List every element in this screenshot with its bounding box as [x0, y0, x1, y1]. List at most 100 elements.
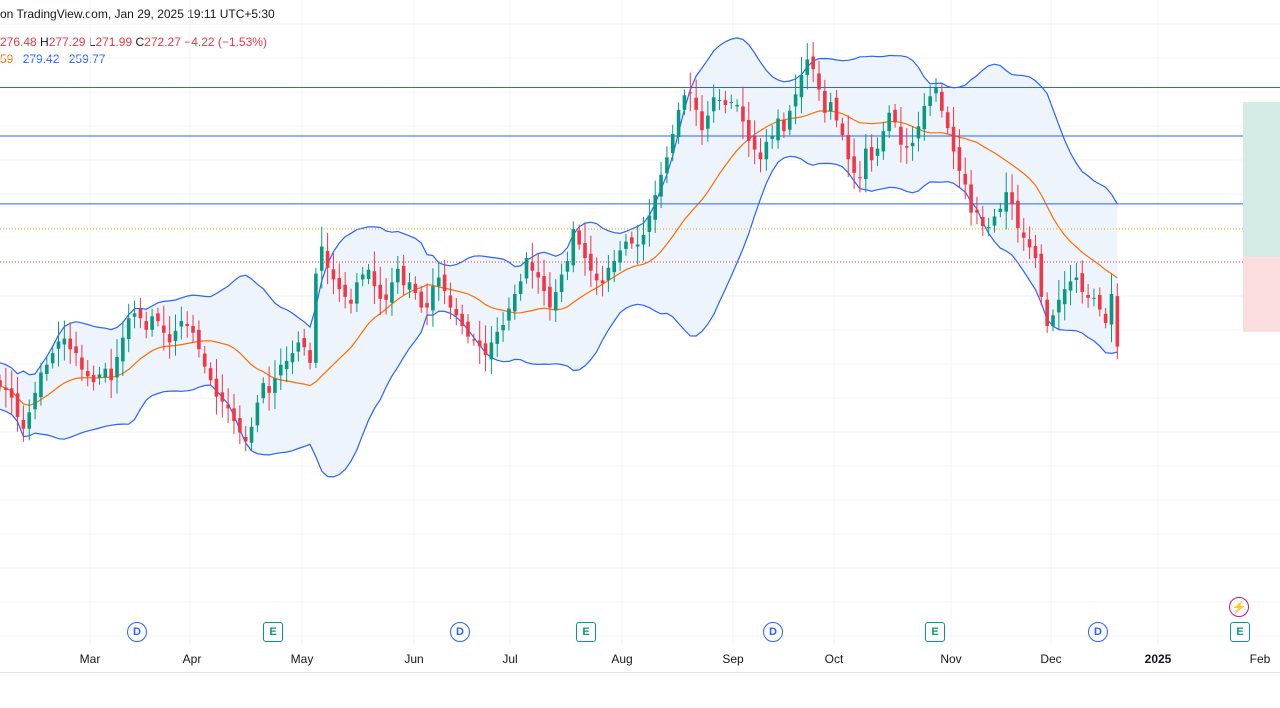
- candle-body: [132, 313, 137, 317]
- ohlc-legend: 276.48 H277.29 L271.99 C272.27 −4.22 (−1…: [0, 35, 267, 49]
- candle-body: [273, 378, 277, 393]
- dividend-badge[interactable]: D: [450, 622, 470, 642]
- flash-icon[interactable]: ⚡: [1229, 597, 1249, 617]
- candle-body: [963, 173, 968, 185]
- candle-body: [27, 412, 32, 429]
- ohlc-low: 271.99: [95, 35, 133, 49]
- candle-body: [1109, 293, 1114, 325]
- candle-body: [1045, 299, 1049, 326]
- stop-zone: [1243, 257, 1280, 332]
- candle-body: [436, 277, 441, 287]
- candle-body: [553, 292, 558, 311]
- candle-body: [360, 274, 365, 280]
- candle-body: [776, 118, 780, 141]
- candle-body: [524, 258, 529, 279]
- bollinger-band-fill: [0, 37, 1118, 477]
- candle-body: [366, 269, 371, 279]
- candle-body: [378, 284, 383, 299]
- candle-body: [852, 156, 856, 173]
- candle-body: [986, 227, 991, 229]
- candle-body: [413, 283, 418, 294]
- candle-body: [764, 141, 769, 160]
- candle-body: [331, 269, 336, 280]
- candle-body: [975, 209, 979, 213]
- earnings-badge[interactable]: E: [1230, 622, 1250, 642]
- candle-body: [928, 96, 932, 106]
- x-tick-label: Jul: [502, 652, 518, 666]
- candle-body: [647, 215, 652, 232]
- candle-body: [594, 273, 599, 281]
- candle-body: [893, 109, 897, 123]
- candle-body: [834, 97, 839, 121]
- x-tick-label: Nov: [940, 652, 962, 666]
- candle-body: [741, 106, 745, 122]
- candle-body: [419, 291, 423, 308]
- candle-body: [85, 371, 90, 377]
- candle-body: [846, 135, 851, 160]
- candle-body: [308, 350, 312, 363]
- candle-body: [1074, 277, 1079, 280]
- bb-basis-value: 59: [0, 52, 14, 66]
- candle-body: [466, 321, 470, 337]
- candle-body: [425, 303, 429, 308]
- candle-body: [706, 115, 710, 129]
- candle-body: [1016, 200, 1020, 229]
- candle-body: [665, 157, 669, 174]
- candle-body: [0, 380, 2, 387]
- candle-body: [226, 404, 230, 409]
- candle-body: [454, 309, 459, 316]
- candle-body: [238, 418, 242, 433]
- candle-body: [922, 105, 927, 130]
- candle-body: [828, 102, 833, 112]
- bb-lower-value: 259.77: [68, 52, 106, 66]
- candle-body: [577, 230, 581, 245]
- earnings-badge[interactable]: E: [576, 622, 596, 642]
- candle-body: [513, 293, 517, 312]
- candle-body: [1086, 294, 1090, 298]
- candle-body: [1051, 315, 1055, 326]
- candle-body: [723, 100, 728, 105]
- ohlc-high-label: H: [40, 35, 49, 49]
- candle-body: [39, 372, 43, 398]
- candle-body: [700, 111, 704, 131]
- candle-body: [1115, 296, 1120, 347]
- earnings-badge[interactable]: E: [925, 622, 945, 642]
- candle-body: [717, 100, 722, 102]
- earnings-badge[interactable]: E: [263, 622, 283, 642]
- candle-body: [45, 364, 49, 374]
- candle-body: [600, 280, 605, 284]
- candle-body: [9, 388, 14, 398]
- bollinger-basis-line: [0, 110, 1118, 406]
- candle-body: [992, 216, 997, 226]
- bb-upper-value: 279.42: [22, 52, 60, 66]
- candle-body: [267, 386, 271, 393]
- candle-body: [1004, 192, 1008, 212]
- candle-body: [21, 419, 26, 429]
- candle-body: [875, 148, 880, 156]
- candle-body: [173, 330, 178, 341]
- candle-body: [372, 271, 377, 287]
- candle-body: [887, 112, 891, 132]
- bollinger-lower-line: [0, 155, 1118, 478]
- candle-body: [162, 325, 166, 333]
- dividend-badge[interactable]: D: [763, 622, 783, 642]
- candle-body: [103, 368, 108, 378]
- dividend-badge[interactable]: D: [127, 622, 147, 642]
- candle-body: [1080, 273, 1085, 293]
- candle-body: [495, 331, 500, 344]
- candle-body: [448, 295, 453, 308]
- candle-body: [747, 120, 751, 141]
- candle-body: [156, 313, 160, 322]
- candle-body: [659, 174, 663, 197]
- x-tick-label: Apr: [182, 652, 202, 666]
- candle-body: [442, 274, 447, 292]
- candle-body: [261, 383, 266, 399]
- ohlc-open: 276.48: [0, 35, 37, 49]
- candle-body: [232, 408, 236, 421]
- candle-body: [916, 126, 921, 139]
- candle-body: [641, 234, 646, 245]
- candle-body: [325, 250, 330, 268]
- dividend-badge[interactable]: D: [1088, 622, 1108, 642]
- candle-body: [284, 360, 289, 370]
